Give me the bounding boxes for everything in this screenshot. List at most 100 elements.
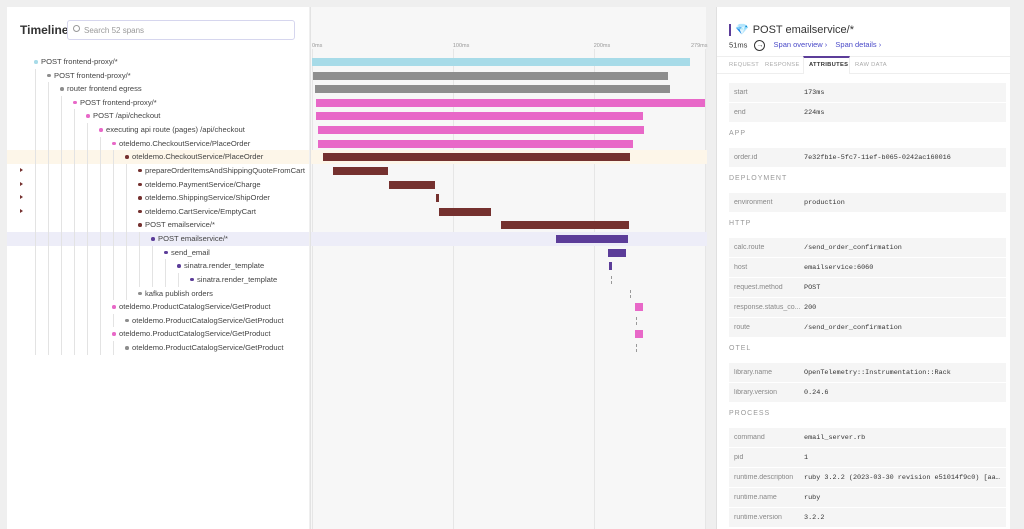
attribute-value: 1 <box>804 454 809 462</box>
span-row[interactable]: oteldemo.ProductCatalogService/GetProduc… <box>7 300 309 314</box>
attribute-key: host <box>734 264 748 271</box>
axis-tick-label: 100ms <box>452 43 470 49</box>
span-row[interactable]: kafka publish orders <box>7 286 309 301</box>
attribute-row: library.version 0.24.6 <box>729 383 1006 403</box>
span-bar[interactable] <box>609 262 613 271</box>
span-name: sinatra.render_template <box>184 261 265 271</box>
span-row[interactable]: oteldemo.ProductCatalogService/GetProduc… <box>7 313 309 328</box>
attribute-row: route/send_order_confirmation <box>729 318 1006 338</box>
span-row[interactable]: router frontend egress <box>7 82 309 96</box>
span-row[interactable]: oteldemo.CartService/EmptyCart <box>7 204 309 219</box>
span-row[interactable]: sinatra.render_template <box>7 272 309 287</box>
attribute-row: command email_server.rb <box>729 428 1006 448</box>
span-bar[interactable] <box>438 207 491 216</box>
span-row[interactable]: oteldemo.ShippingService/ShipOrder <box>7 191 309 205</box>
attribute-row: end 224ms <box>729 103 1006 123</box>
search-icon <box>73 25 80 32</box>
span-bar[interactable] <box>316 98 705 107</box>
tab-response[interactable]: RESPONSE <box>765 62 800 68</box>
span-name: executing api route (pages) /api/checkou… <box>106 125 245 135</box>
span-row[interactable]: oteldemo.ProductCatalogService/GetProduc… <box>7 327 309 341</box>
span-name: prepareOrderItemsAndShippingQuoteFromCar… <box>145 165 305 175</box>
attribute-value: 7e32fb1e-5fc7-11ef-b065-0242ac160016 <box>804 154 951 162</box>
span-bar[interactable] <box>313 71 669 80</box>
span-bar[interactable] <box>317 126 645 135</box>
service-dot-icon <box>99 128 103 132</box>
span-row[interactable]: oteldemo.CheckoutService/PlaceOrder <box>7 150 309 164</box>
span-row[interactable]: POST /api/checkout <box>7 109 309 124</box>
span-bar[interactable] <box>500 221 629 230</box>
span-row[interactable]: executing api route (pages) /api/checkou… <box>7 123 309 137</box>
expand-caret-icon[interactable] <box>20 208 23 213</box>
span-bar[interactable] <box>316 112 643 121</box>
attribute-key: environment <box>734 199 773 206</box>
span-bar[interactable] <box>634 330 643 339</box>
attribute-row: order.id 7e32fb1e-5fc7-11ef-b065-0242ac16… <box>729 148 1006 168</box>
span-row[interactable]: POST emailservice/* <box>7 232 309 246</box>
enter-arrow-icon[interactable]: → <box>754 40 766 51</box>
tab-request[interactable]: REQUEST <box>729 62 760 68</box>
gridline <box>705 49 706 529</box>
span-row[interactable]: send_email <box>7 245 309 260</box>
span-row[interactable]: POST frontend-proxy/* <box>7 95 309 110</box>
search-placeholder: Search 52 spans <box>84 26 145 35</box>
service-dot-icon <box>86 114 90 118</box>
section-header: HTTP <box>729 220 752 227</box>
expand-caret-icon[interactable] <box>20 167 23 172</box>
tab-attributes[interactable]: ATTRIBUTES <box>809 62 849 68</box>
span-details-link[interactable]: Span details › <box>835 40 882 50</box>
span-row[interactable]: oteldemo.ProductCatalogService/GetProduc… <box>7 341 309 355</box>
span-name: oteldemo.PaymentService/Charge <box>145 179 261 189</box>
span-bar[interactable] <box>634 303 643 312</box>
span-bar[interactable] <box>435 194 439 203</box>
section-header: OTEL <box>729 345 752 352</box>
service-dot-icon <box>47 73 51 78</box>
attribute-row: runtime.version 3.2.2 <box>729 508 1006 528</box>
service-dot-icon <box>138 196 142 200</box>
span-bar[interactable] <box>312 58 690 66</box>
attribute-key: start <box>734 89 748 96</box>
expand-caret-icon[interactable] <box>20 181 23 186</box>
span-bar[interactable] <box>323 153 631 162</box>
span-bar[interactable] <box>607 248 627 257</box>
attribute-key: response.status_co... <box>734 304 801 311</box>
span-bar[interactable] <box>389 180 435 189</box>
span-bar[interactable] <box>314 85 670 94</box>
attribute-value: 200 <box>804 304 817 312</box>
span-row[interactable]: POST frontend-proxy/* <box>7 55 309 69</box>
span-name: POST emailservice/* <box>158 234 228 244</box>
attribute-value: POST <box>804 284 821 292</box>
attribute-row: host emailservice:6060 <box>729 258 1006 278</box>
span-bar[interactable] <box>635 344 637 353</box>
span-overview-link[interactable]: Span overview › <box>773 40 828 50</box>
span-row[interactable]: POST emailservice/* <box>7 218 309 233</box>
span-bar[interactable] <box>610 275 612 284</box>
span-title: 💎 POST emailservice/* <box>729 23 854 37</box>
attribute-row: start 173ms <box>729 83 1006 103</box>
attribute-row: environment production <box>729 193 1006 213</box>
span-bar[interactable] <box>333 166 389 175</box>
service-dot-icon <box>34 60 38 64</box>
service-dot-icon <box>112 305 116 309</box>
tab-raw-data[interactable]: RAW DATA <box>855 62 887 68</box>
gridline <box>452 49 454 529</box>
attribute-row: response.status_co... 200 <box>729 298 1006 318</box>
span-row[interactable]: oteldemo.CheckoutService/PlaceOrder <box>7 136 309 151</box>
gridline <box>593 49 595 529</box>
gem-icon: 💎 <box>735 24 749 36</box>
span-row[interactable]: oteldemo.PaymentService/Charge <box>7 177 309 192</box>
span-row[interactable]: prepareOrderItemsAndShippingQuoteFromCar… <box>7 163 309 178</box>
attribute-key: library.name <box>734 369 772 376</box>
gridline <box>312 49 313 529</box>
span-row[interactable]: sinatra.render_template <box>7 259 309 273</box>
expand-caret-icon[interactable] <box>20 195 23 200</box>
span-bar[interactable] <box>635 316 637 325</box>
attribute-key: runtime.version <box>734 514 782 521</box>
span-bar[interactable] <box>630 289 632 298</box>
span-bar[interactable] <box>555 235 628 244</box>
span-name: oteldemo.CartService/EmptyCart <box>145 206 256 216</box>
span-bar[interactable] <box>317 139 634 148</box>
search-spans-input[interactable]: Search 52 spans <box>67 20 295 40</box>
span-row[interactable]: POST frontend-proxy/* <box>7 68 309 83</box>
attribute-row: pid 1 <box>729 448 1006 468</box>
